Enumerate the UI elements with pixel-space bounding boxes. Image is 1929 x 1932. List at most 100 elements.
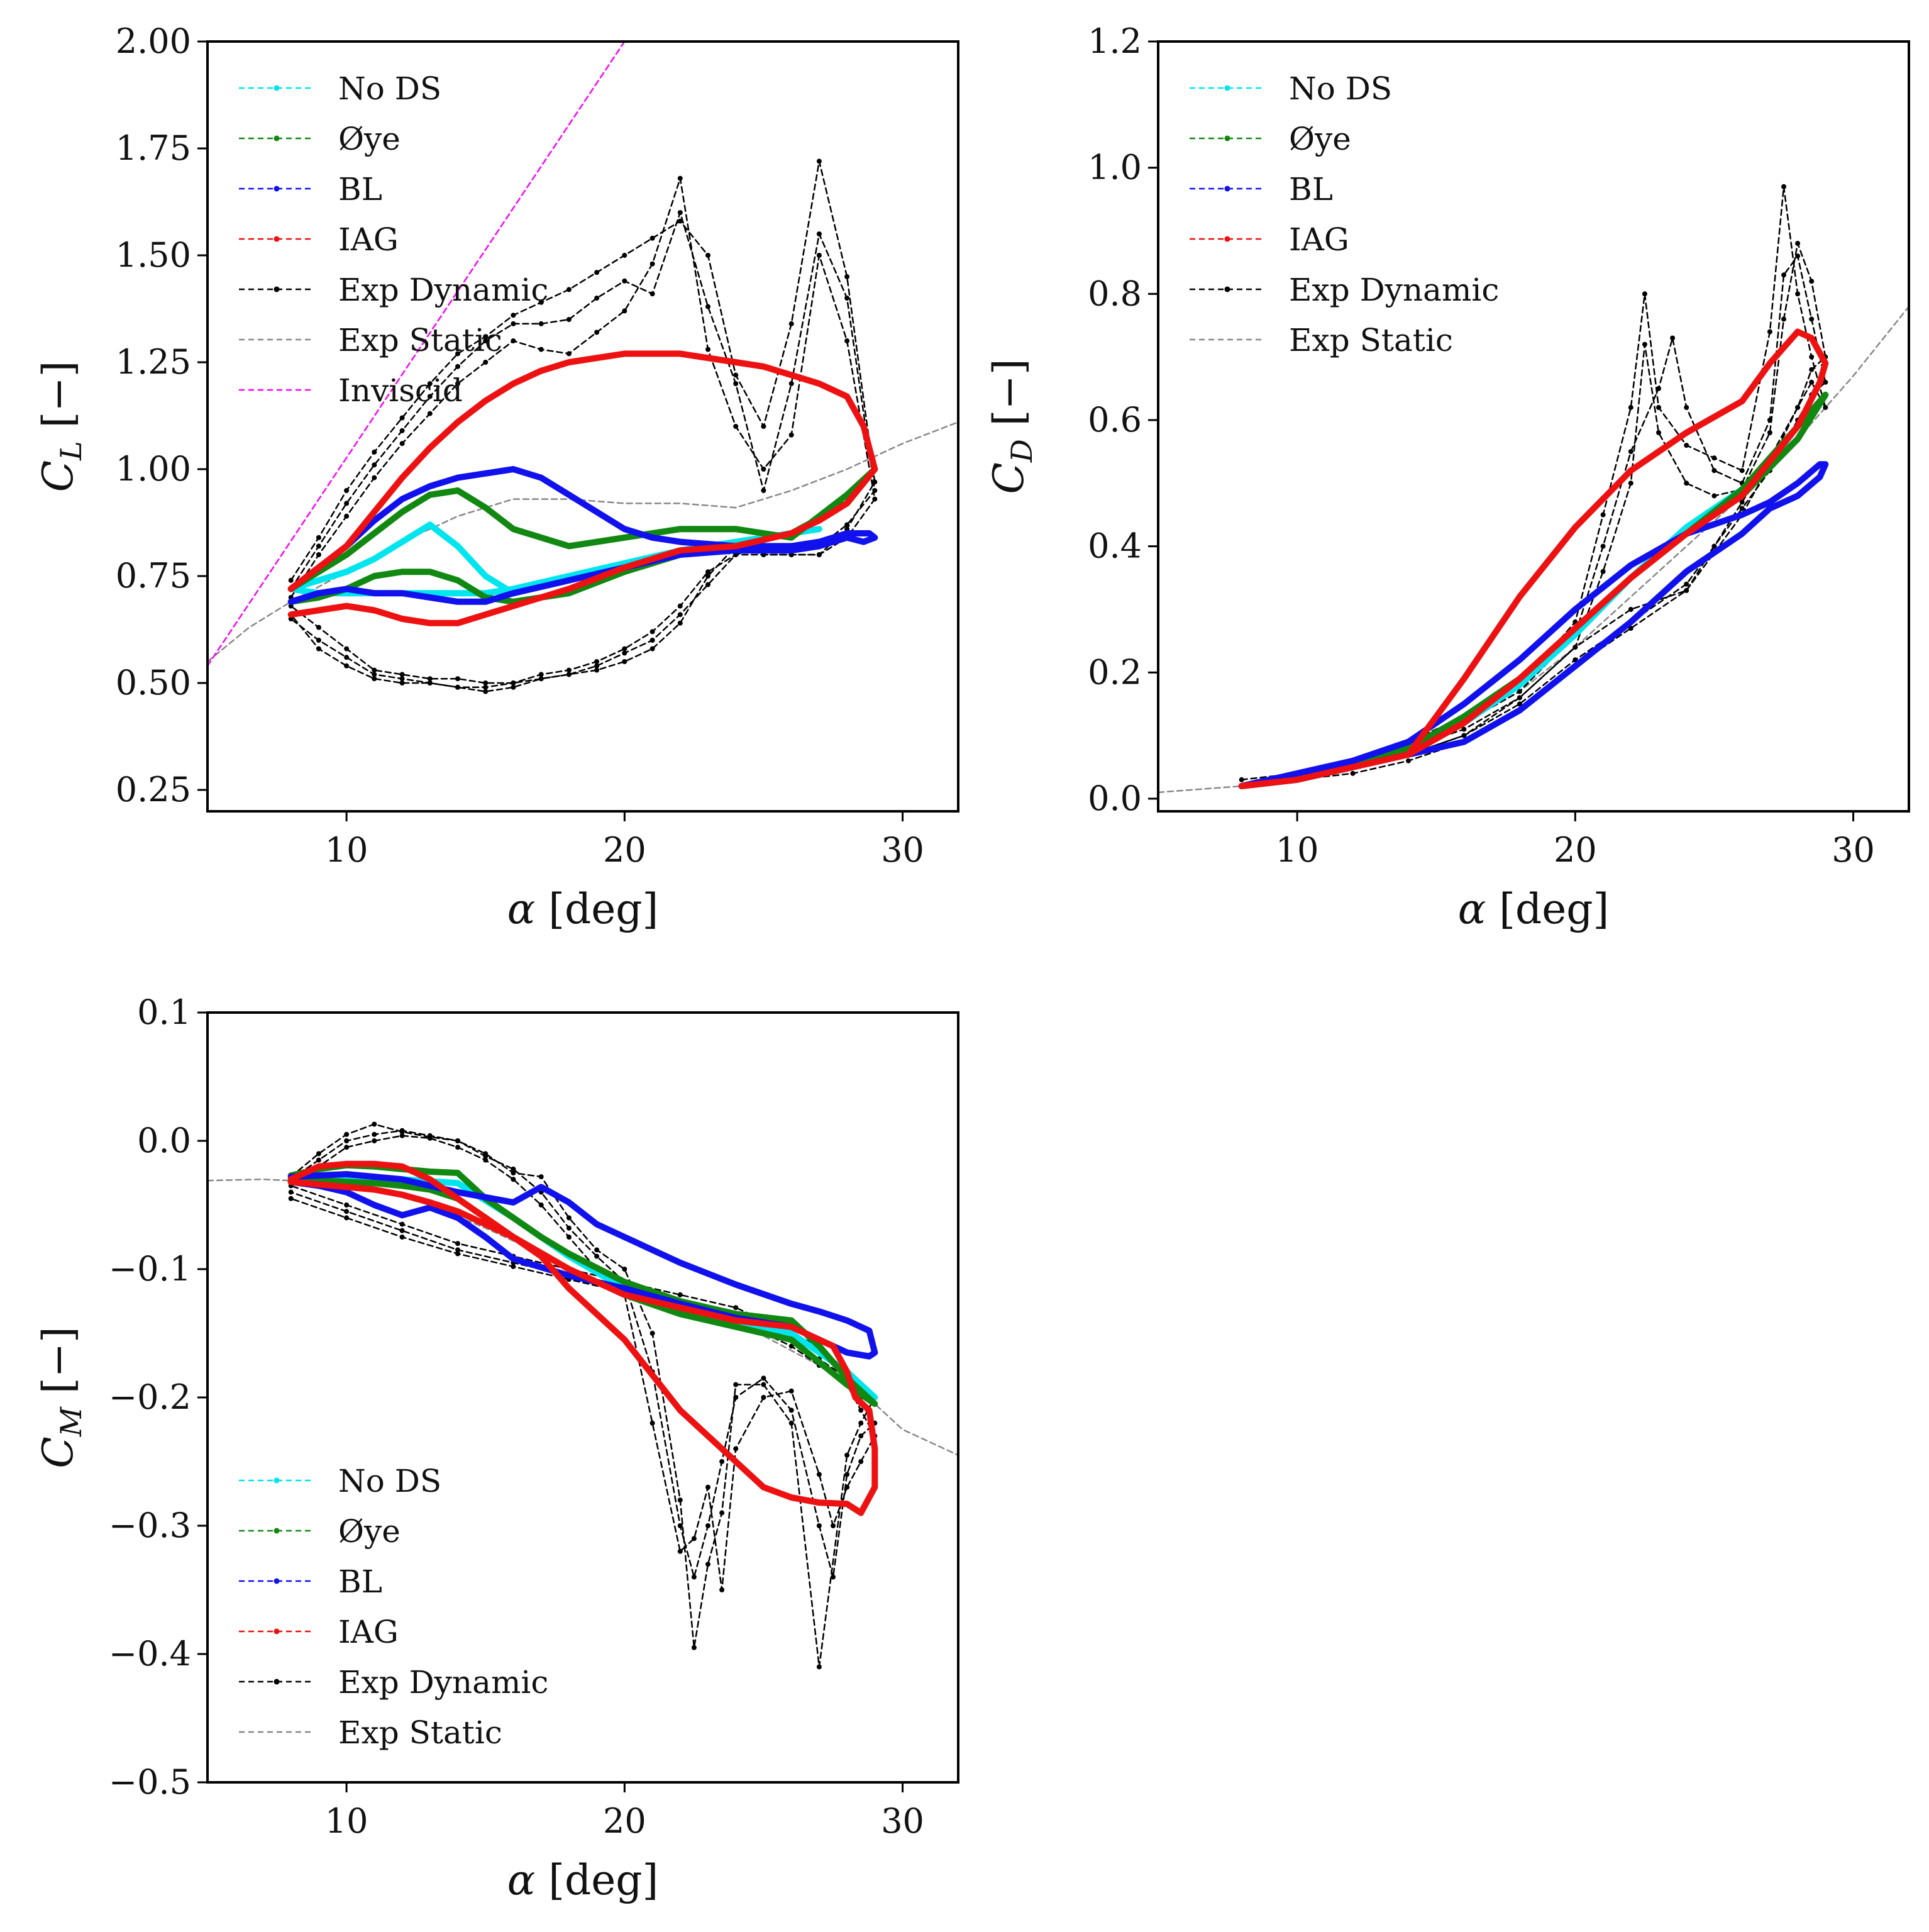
cm-point <box>761 1375 766 1381</box>
cl-xtick-label: 30 <box>881 830 924 870</box>
cd-point <box>1711 455 1717 461</box>
cd-point <box>1684 404 1689 410</box>
cd-legend-label: Øye <box>1289 121 1351 157</box>
cm-point <box>399 1133 405 1138</box>
cd-point <box>1711 493 1717 499</box>
cd-point <box>1809 316 1815 322</box>
cd-point <box>1628 480 1633 486</box>
cd-point <box>1517 689 1522 694</box>
cd-point <box>1517 701 1522 707</box>
cl-point <box>594 330 600 335</box>
cd-point <box>1781 184 1786 189</box>
cm-point <box>594 1253 600 1259</box>
cm-legend-label: Exp Static <box>338 1714 502 1751</box>
cm-point <box>483 1153 489 1159</box>
cm-point <box>566 1225 572 1231</box>
cm-ytick-label: −0.1 <box>109 1249 191 1289</box>
cd-xtick-label: 30 <box>1832 830 1875 870</box>
cd-point <box>1795 241 1801 246</box>
cm-point <box>566 1215 572 1221</box>
cd-legend-marker <box>1224 135 1230 142</box>
cm-ylabel: CM [−] <box>34 1326 88 1468</box>
cl-point <box>566 351 572 357</box>
cm-point <box>594 1247 600 1253</box>
cd-point <box>1628 449 1633 455</box>
cl-ytick-label: 0.25 <box>116 770 191 809</box>
cm-point <box>733 1382 739 1387</box>
cd-series-5 <box>1238 391 1829 789</box>
cd-point <box>1767 329 1772 335</box>
cl-point <box>538 347 544 352</box>
cm-point <box>719 1510 725 1516</box>
cd-legend: No DS Øye BL IAG Exp Dynamic Exp Static <box>1190 70 1499 358</box>
cl-point <box>399 676 405 682</box>
cm-point <box>858 1407 864 1413</box>
cd-legend-marker <box>1224 286 1230 292</box>
cl-ytick-label: 1.75 <box>116 128 191 168</box>
cl-point <box>649 235 655 241</box>
cd-point <box>1628 404 1633 410</box>
cm-series-7 <box>287 1160 878 1516</box>
cm-ytick-label: −0.5 <box>109 1762 191 1802</box>
cl-point <box>483 684 489 690</box>
cl-plot-area <box>207 42 958 694</box>
cl-point <box>622 253 627 258</box>
cl-point <box>511 313 516 318</box>
cm-point <box>344 1202 350 1208</box>
cl-point <box>622 278 627 284</box>
cd-point <box>1823 404 1828 410</box>
cd-ytick-label: 0.8 <box>1088 274 1142 313</box>
cd-point <box>1809 367 1815 372</box>
cm-point <box>788 1343 794 1349</box>
panel-cl: 10 20 30 0.25 0.50 0.75 1.00 1.25 1.50 1.75 2.00 α … <box>34 21 959 933</box>
cd-point <box>1656 386 1661 391</box>
cl-point <box>399 441 405 447</box>
cm-point <box>344 1215 350 1221</box>
cm-point <box>511 1166 516 1172</box>
cd-ytick-label: 0.4 <box>1088 526 1142 566</box>
cl-xlabel: α [deg] <box>507 885 659 933</box>
cl-point <box>372 449 377 455</box>
cd-ytick-label: 0.6 <box>1088 400 1142 440</box>
cm-point <box>455 1145 460 1150</box>
cm-point <box>649 1331 655 1336</box>
cl-point <box>788 381 794 386</box>
cm-point <box>288 1189 294 1195</box>
cm-point <box>511 1170 516 1175</box>
cl-ylabel: CL [−] <box>34 361 88 492</box>
cm-plot-area <box>207 1121 958 1670</box>
cm-point <box>372 1138 377 1143</box>
cd-point <box>1517 695 1522 701</box>
cl-point <box>622 650 627 656</box>
cl-point <box>816 552 822 557</box>
cd-point <box>1809 379 1815 385</box>
cl-legend-marker <box>274 135 280 142</box>
cl-legend-marker <box>274 236 280 242</box>
cm-point <box>858 1459 864 1464</box>
cd-point <box>1239 777 1244 782</box>
cl-point <box>538 676 544 682</box>
cl-point <box>649 629 655 635</box>
cl-point <box>344 655 350 660</box>
cl-legend-label: Exp Dynamic <box>338 272 548 308</box>
cl-point <box>705 582 710 587</box>
cl-ytick-label: 2.00 <box>116 21 191 61</box>
cl-point <box>733 424 739 429</box>
cl-ytick-label: 0.75 <box>116 556 191 596</box>
cl-point <box>455 381 460 386</box>
cm-xlabel: α [deg] <box>507 1856 659 1904</box>
cl-legend-label: Øye <box>338 121 401 157</box>
cm-point <box>733 1305 739 1311</box>
cl-point <box>761 467 766 472</box>
cl-point <box>677 612 683 618</box>
cm-point <box>399 1221 405 1227</box>
cd-plot-area <box>1158 184 1909 794</box>
cl-point <box>761 424 766 429</box>
cd-point <box>1711 543 1717 549</box>
cl-point <box>455 684 460 690</box>
cm-point <box>677 1548 683 1554</box>
cd-ytick-label: 1.2 <box>1088 21 1142 61</box>
cd-xtick-label: 10 <box>1276 830 1319 870</box>
cm-ytick-label: 0.0 <box>137 1121 191 1160</box>
cl-point <box>372 667 377 673</box>
